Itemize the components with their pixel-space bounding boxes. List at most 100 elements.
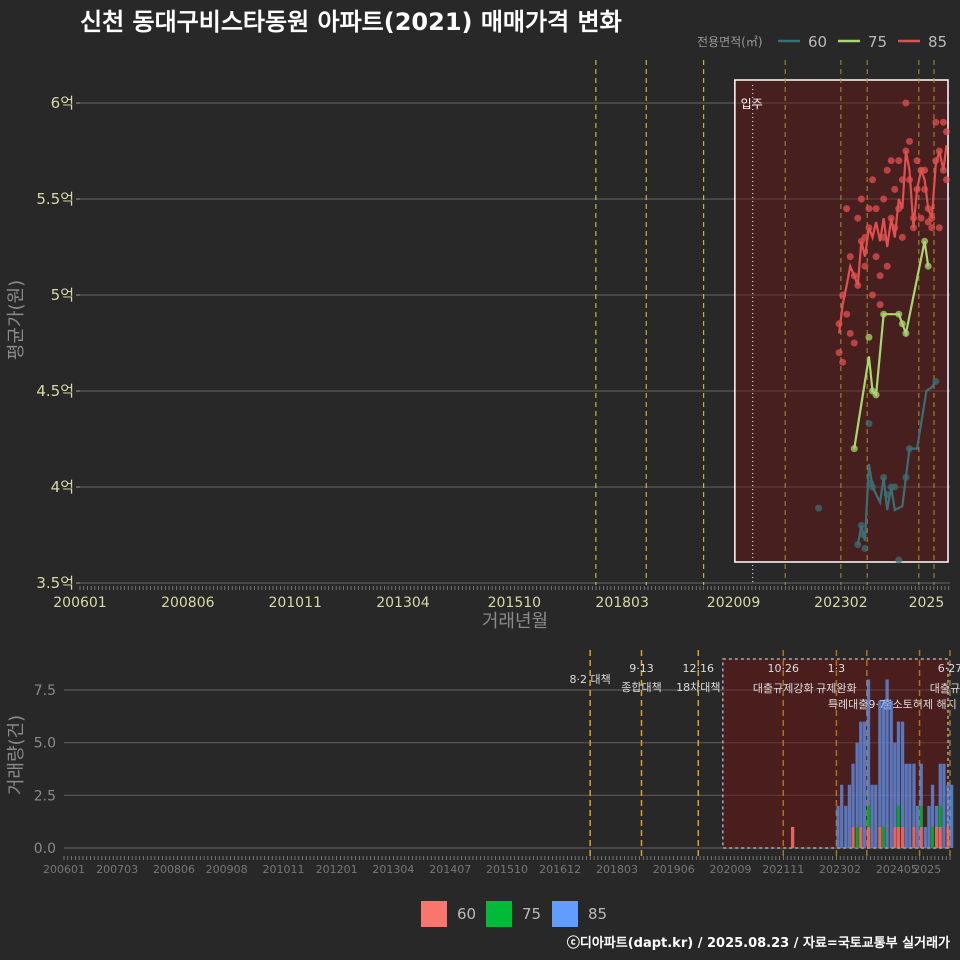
y-tick-label: 5.0 (34, 736, 56, 752)
data-point-85 (877, 272, 884, 279)
policy-date: 6·27 (938, 662, 960, 675)
data-point-85 (895, 157, 902, 164)
volume-bar-85 (867, 679, 870, 805)
volume-bar-60 (901, 827, 904, 848)
volume-bar-85 (897, 722, 900, 806)
volume-bar-60 (939, 827, 942, 848)
volume-bar-85 (939, 764, 942, 806)
data-point-85 (943, 128, 950, 135)
legend-items: 60 75 85 (778, 33, 947, 51)
legend-title: 전용면적(㎡) (697, 35, 763, 49)
data-point-85 (847, 253, 854, 260)
x-tick-label: 202302 (819, 863, 861, 876)
volume-bar-75 (867, 806, 870, 827)
x-tick-label: 201011 (268, 595, 321, 611)
price-x-label: 거래년월 (482, 611, 548, 632)
x-tick-label: 201011 (262, 863, 304, 876)
data-point-85 (880, 196, 887, 203)
x-tick-label: 2025 (913, 863, 941, 876)
volume-bar-85 (882, 701, 885, 827)
policy-label: 출소토허제 해지 (882, 697, 956, 711)
volume-bar-75 (882, 827, 885, 848)
data-point-85 (869, 176, 876, 183)
data-point-85 (861, 263, 868, 270)
volume-y-label: 거래량(건) (6, 715, 27, 795)
policy-label: 규제완화 (816, 682, 856, 695)
volume-y-axis: 0.0 2.5 5.0 7.5 (34, 683, 56, 857)
y-tick-label: 6억 (51, 94, 74, 112)
x-tick-label: 202302 (814, 595, 867, 611)
y-tick-label: 7.5 (34, 683, 56, 699)
data-point-85 (936, 224, 943, 231)
volume-bar-85 (893, 743, 896, 827)
volume-bar-85 (859, 722, 862, 827)
y-tick-label: 5억 (51, 286, 74, 304)
x-tick-label: 200601 (53, 595, 106, 611)
volume-bar-85 (920, 764, 923, 806)
volume-bar-60 (851, 827, 854, 848)
data-point-85 (891, 186, 898, 193)
x-tick-label: 201407 (429, 863, 471, 876)
x-tick-label: 201906 (653, 863, 695, 876)
x-tick-label: 201201 (316, 863, 358, 876)
x-tick-label: 200703 (96, 863, 138, 876)
price-x-axis: 200601 200806 201011 201304 201510 201803 2020… (53, 586, 948, 611)
data-point-85 (884, 167, 891, 174)
x-tick-label: 201803 (595, 595, 648, 611)
data-point-85 (858, 196, 865, 203)
policy-label: 18차대책 (676, 681, 720, 694)
x-tick-label: 201510 (486, 863, 528, 876)
volume-bar-85 (927, 806, 930, 848)
x-tick-label: 201510 (488, 595, 541, 611)
volume-bar-85 (844, 806, 847, 848)
volume-bar-85 (878, 701, 881, 827)
legend-label-85: 85 (928, 33, 947, 51)
move-in-label: 입주 (741, 97, 763, 111)
volume-bar-60 (867, 827, 870, 848)
volume-bar-75 (920, 806, 923, 827)
volume-bar-85 (848, 785, 851, 848)
volume-bar-60 (920, 827, 923, 848)
volume-bar-60 (878, 827, 881, 848)
volume-legend: 60 75 85 (421, 901, 607, 927)
x-tick-label: 201304 (376, 595, 430, 611)
policy-date: 1·3 (828, 662, 846, 675)
data-point-85 (843, 205, 850, 212)
data-point-60 (865, 420, 872, 427)
volume-bar-85 (870, 785, 873, 848)
volume-bar-85 (905, 764, 908, 848)
policy-label: 대출규제강화 (753, 682, 814, 695)
data-point-85 (843, 311, 850, 318)
volume-bar-85 (840, 785, 843, 848)
price-chart-panel: 3.5억 4억 4.5억 5억 5.5억 6억 200601 200806 201011 201… (6, 33, 950, 632)
data-point-85 (918, 215, 925, 222)
volume-bar-60 (897, 827, 900, 848)
chart-canvas: 신천 동대구비스타동원 아파트(2021) 매매가격 변화 3.5억4억4.5억… (0, 0, 960, 960)
volume-bar-85 (855, 743, 858, 827)
data-point-85 (902, 100, 909, 107)
y-tick-label: 4.5억 (36, 382, 74, 400)
area-legend: 전용면적(㎡) 60 75 85 (697, 33, 947, 51)
x-tick-label: 201803 (596, 863, 638, 876)
policy-label: 대출규제 (930, 682, 960, 695)
volume-bar-85 (874, 785, 877, 848)
data-point-85 (914, 157, 921, 164)
x-tick-label: 2025 (909, 595, 945, 611)
volume-bar-60 (893, 827, 896, 848)
x-tick-label: 202111 (762, 863, 804, 876)
data-point-75 (865, 334, 872, 341)
x-tick-label: 201612 (539, 863, 581, 876)
data-point-60 (815, 505, 822, 512)
volume-bar-85 (863, 722, 866, 848)
data-point-85 (940, 119, 947, 126)
data-point-85 (873, 253, 880, 260)
data-point-60 (895, 556, 902, 563)
legend-swatch-60 (421, 901, 447, 927)
data-point-85 (869, 292, 876, 299)
volume-bar-60 (935, 827, 938, 848)
volume-bar-60 (946, 827, 949, 848)
volume-bar-85 (836, 806, 839, 848)
policy-label: 8·2 대책 (570, 673, 611, 686)
data-point-85 (836, 349, 843, 356)
volume-bar-60 (791, 827, 794, 848)
